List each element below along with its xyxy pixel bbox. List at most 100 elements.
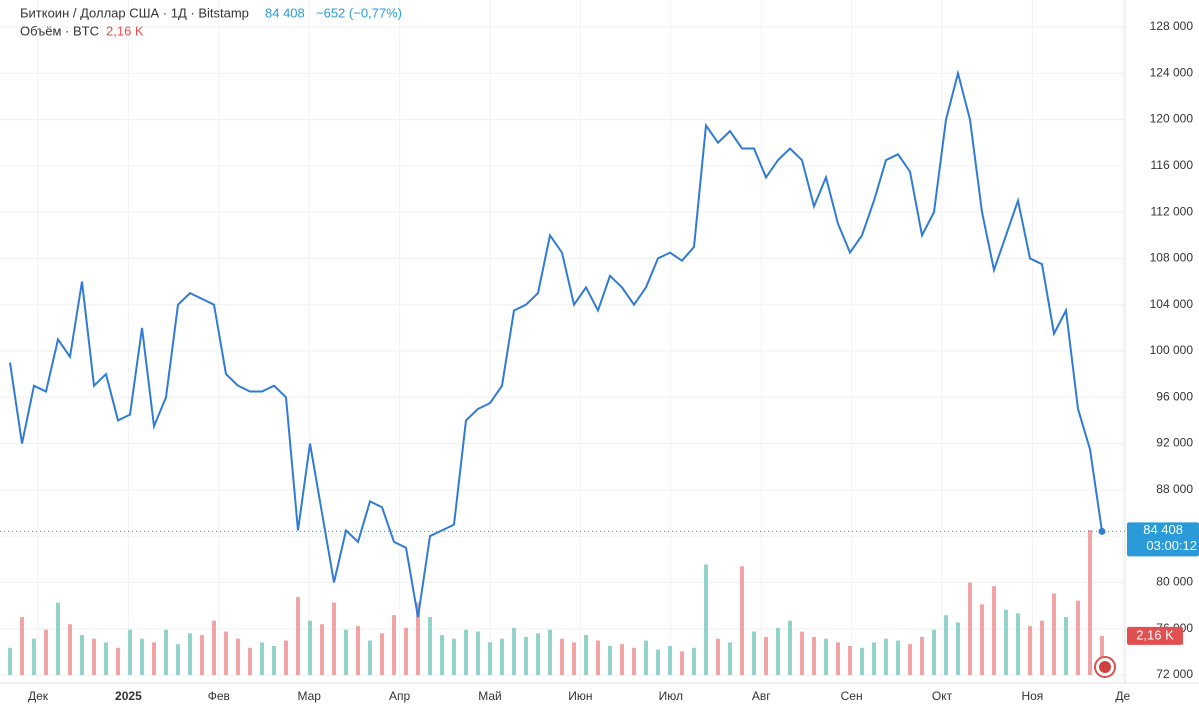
volume-bar <box>284 640 288 675</box>
x-tick-label: Ноя <box>1021 689 1043 703</box>
volume-bar <box>224 631 228 675</box>
volume-bar <box>392 615 396 675</box>
volume-bar <box>452 638 456 675</box>
volume-bar <box>44 629 48 675</box>
volume-bar <box>932 629 936 675</box>
volume-bar <box>968 582 972 675</box>
volume-bar <box>980 604 984 675</box>
volume-bar <box>1088 530 1092 675</box>
volume-bar <box>656 649 660 675</box>
volume-bar <box>848 646 852 675</box>
volume-bar <box>272 646 276 675</box>
volume-bar <box>860 647 864 675</box>
volume-bar <box>620 644 624 675</box>
volume-bar <box>140 638 144 675</box>
volume-bar <box>404 627 408 675</box>
last-price: 84 408 <box>265 5 305 20</box>
volume-tag-label: 2,16 K <box>1136 627 1174 642</box>
volume-bar <box>164 629 168 675</box>
volume-bar <box>560 638 564 675</box>
volume-bar <box>236 638 240 675</box>
y-tick-label: 88 000 <box>1156 482 1193 496</box>
volume-bar <box>800 631 804 675</box>
price-change: −652 (−0,77%) <box>316 5 402 20</box>
price-line <box>9 69 1103 618</box>
y-tick-label: 72 000 <box>1156 667 1193 681</box>
volume-bar <box>680 651 684 675</box>
volume-bar <box>836 642 840 675</box>
volume-bar <box>752 631 756 675</box>
x-tick-label: 2025 <box>115 689 142 703</box>
x-tick-label: Дек <box>28 689 49 703</box>
volume-bar <box>632 647 636 675</box>
x-tick-label: Май <box>478 689 502 703</box>
volume-bar <box>536 633 540 675</box>
y-tick-label: 120 000 <box>1150 112 1194 126</box>
x-tick-label: Мар <box>297 689 321 703</box>
volume-bar <box>488 642 492 675</box>
volume-bar <box>1028 626 1032 675</box>
x-tick-label: Фев <box>208 689 230 703</box>
volume-bar <box>8 647 12 675</box>
volume-bar <box>1052 593 1056 675</box>
volume-bar <box>692 647 696 675</box>
volume-bar <box>1004 609 1008 675</box>
volume-bar <box>368 640 372 675</box>
volume-bar <box>740 566 744 675</box>
volume-bar <box>812 636 816 675</box>
volume-bar <box>884 638 888 675</box>
y-tick-label: 108 000 <box>1150 251 1194 265</box>
volume-bar <box>380 633 384 675</box>
volume-bar <box>608 646 612 675</box>
volume-bar <box>728 642 732 675</box>
y-tick-label: 92 000 <box>1156 436 1193 450</box>
x-tick-label: Де <box>1115 689 1130 703</box>
volume-bar <box>296 597 300 675</box>
volume-bar <box>992 586 996 675</box>
volume-bar <box>356 626 360 675</box>
volume-bar <box>260 642 264 675</box>
volume-bar <box>128 629 132 675</box>
volume-bar <box>920 636 924 675</box>
x-tick-label: Июн <box>568 689 592 703</box>
volume-bar <box>548 629 552 675</box>
y-tick-label: 80 000 <box>1156 575 1193 589</box>
volume-bar <box>104 642 108 675</box>
volume-bar <box>896 640 900 675</box>
y-tick-label: 100 000 <box>1150 343 1194 357</box>
volume-bar <box>248 647 252 675</box>
x-tick-label: Апр <box>389 689 411 703</box>
volume-bar <box>476 631 480 675</box>
volume-bar <box>764 636 768 675</box>
volume-bar <box>644 640 648 675</box>
flag-icon-inner <box>1099 661 1111 673</box>
volume-bar <box>776 627 780 675</box>
volume-bar <box>596 640 600 675</box>
volume-bar <box>200 635 204 675</box>
volume-bar <box>1100 635 1104 675</box>
last-point <box>1098 527 1106 535</box>
chart-title: Биткоин / Доллар США · 1Д · Bitstamp <box>20 5 249 20</box>
volume-bar <box>668 646 672 675</box>
y-tick-label: 116 000 <box>1151 158 1194 172</box>
volume-bar <box>872 642 876 675</box>
volume-bar <box>908 644 912 675</box>
volume-bar <box>152 642 156 675</box>
volume-bar <box>116 647 120 675</box>
x-tick-label: Июл <box>659 689 683 703</box>
volume-bar <box>500 638 504 675</box>
volume-bar <box>320 624 324 675</box>
volume-bar <box>428 617 432 675</box>
y-tick-label: 128 000 <box>1150 19 1194 33</box>
volume-bar <box>20 617 24 675</box>
volume-bar <box>56 602 60 675</box>
volume-bar <box>188 633 192 675</box>
volume-bar <box>584 635 588 675</box>
volume-bar <box>512 627 516 675</box>
volume-bar <box>524 636 528 675</box>
volume-tag <box>1127 626 1183 645</box>
x-tick-label: Авг <box>752 689 771 703</box>
x-tick-label: Сен <box>841 689 863 703</box>
volume-bar <box>572 642 576 675</box>
